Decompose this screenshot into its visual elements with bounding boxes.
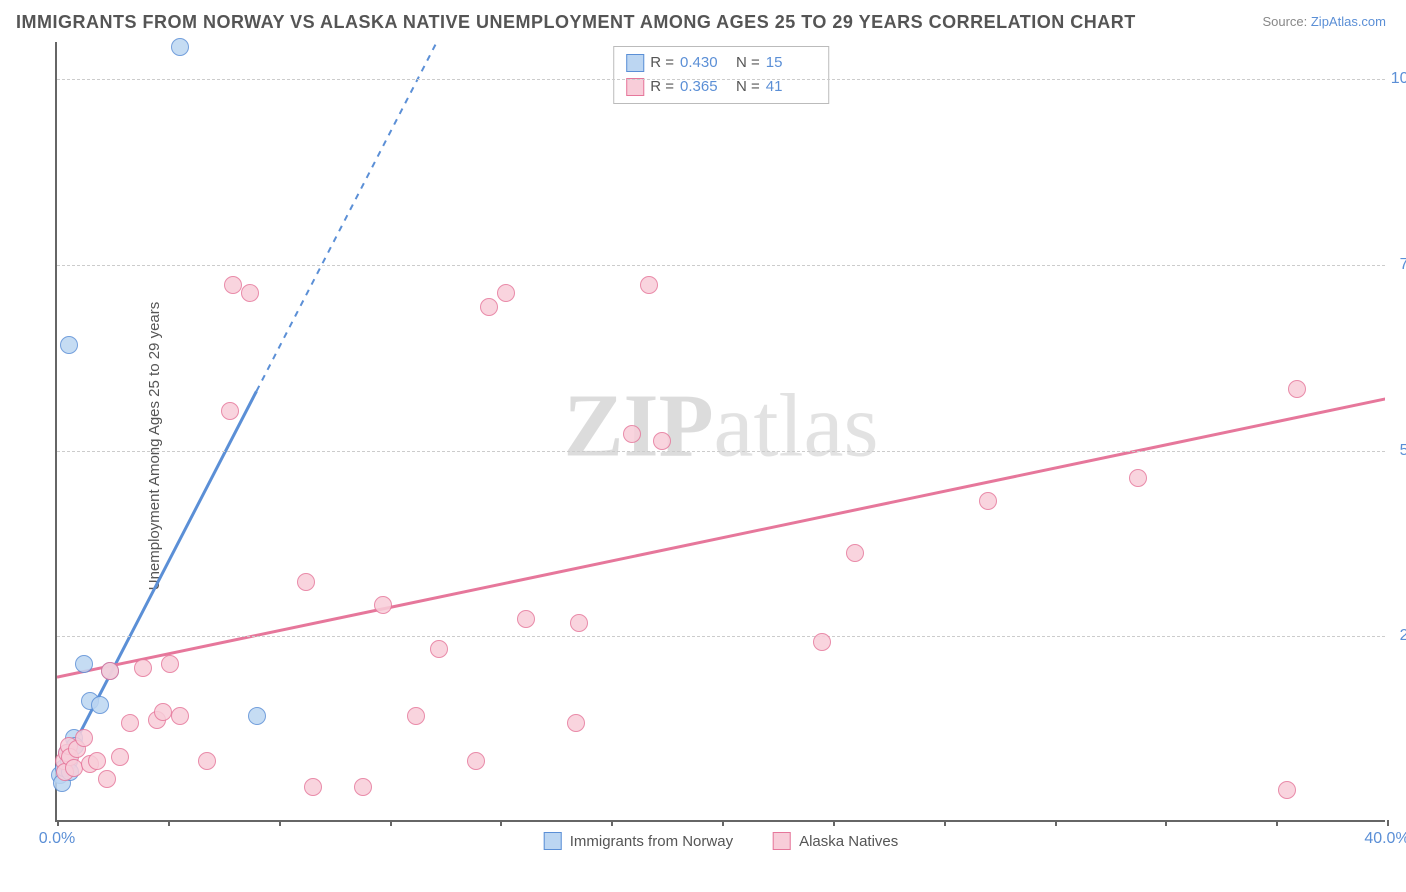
scatter-point: [91, 696, 109, 714]
chart-title: IMMIGRANTS FROM NORWAY VS ALASKA NATIVE …: [16, 12, 1136, 33]
stat-n-label: N =: [736, 51, 760, 75]
scatter-point: [407, 707, 425, 725]
y-tick-label: 100.0%: [1391, 70, 1406, 88]
legend-swatch-icon: [773, 832, 791, 850]
scatter-point: [813, 633, 831, 651]
scatter-point: [154, 703, 172, 721]
scatter-point: [1278, 781, 1296, 799]
legend-swatch-icon: [626, 54, 644, 72]
plot-area: ZIPatlas R = 0.430 N = 15 R = 0.365 N = …: [55, 42, 1385, 822]
grid-line: [57, 451, 1385, 452]
x-tick-label: 0.0%: [39, 830, 75, 848]
legend-swatch-icon: [626, 78, 644, 96]
stats-row: R = 0.430 N = 15: [626, 51, 816, 75]
legend-item: Immigrants from Norway: [544, 832, 733, 850]
scatter-point: [98, 770, 116, 788]
scatter-point: [111, 748, 129, 766]
scatter-point: [75, 655, 93, 673]
x-tick: [279, 820, 281, 826]
scatter-point: [121, 714, 139, 732]
legend-label: Immigrants from Norway: [570, 833, 733, 850]
scatter-point: [517, 610, 535, 628]
stat-r-value: 0.430: [680, 51, 730, 75]
x-tick: [833, 820, 835, 826]
x-tick: [611, 820, 613, 826]
scatter-point: [248, 707, 266, 725]
grid-line: [57, 79, 1385, 80]
source-attribution: Source: ZipAtlas.com: [1262, 14, 1386, 29]
legend-item: Alaska Natives: [773, 832, 898, 850]
source-link[interactable]: ZipAtlas.com: [1311, 14, 1386, 29]
scatter-point: [480, 298, 498, 316]
scatter-point: [467, 752, 485, 770]
x-tick-label: 40.0%: [1364, 830, 1406, 848]
bottom-legend: Immigrants from Norway Alaska Natives: [544, 832, 899, 850]
legend-label: Alaska Natives: [799, 833, 898, 850]
scatter-point: [623, 425, 641, 443]
scatter-point: [374, 596, 392, 614]
scatter-point: [60, 336, 78, 354]
trend-line-extension: [257, 42, 437, 391]
scatter-point: [1288, 380, 1306, 398]
y-tick-label: 50.0%: [1400, 442, 1406, 460]
stat-n-value: 15: [766, 51, 816, 75]
grid-line: [57, 265, 1385, 266]
x-tick: [1055, 820, 1057, 826]
chart-container: IMMIGRANTS FROM NORWAY VS ALASKA NATIVE …: [0, 0, 1406, 892]
scatter-point: [65, 759, 83, 777]
x-tick: [57, 820, 59, 826]
scatter-point: [198, 752, 216, 770]
x-tick: [1387, 820, 1389, 826]
x-tick: [1165, 820, 1167, 826]
scatter-point: [567, 714, 585, 732]
x-tick: [1276, 820, 1278, 826]
scatter-point: [354, 778, 372, 796]
scatter-point: [241, 284, 259, 302]
grid-line: [57, 636, 1385, 637]
scatter-point: [297, 573, 315, 591]
legend-swatch-icon: [544, 832, 562, 850]
watermark-bold: ZIP: [564, 376, 714, 475]
x-tick: [390, 820, 392, 826]
scatter-point: [171, 38, 189, 56]
watermark: ZIPatlas: [564, 374, 879, 477]
trend-lines-layer: [57, 42, 1385, 820]
scatter-point: [134, 659, 152, 677]
stats-legend: R = 0.430 N = 15 R = 0.365 N = 41: [613, 46, 829, 104]
scatter-point: [1129, 469, 1147, 487]
scatter-point: [497, 284, 515, 302]
scatter-point: [846, 544, 864, 562]
y-tick-label: 25.0%: [1400, 627, 1406, 645]
scatter-point: [101, 662, 119, 680]
scatter-point: [430, 640, 448, 658]
scatter-point: [640, 276, 658, 294]
scatter-point: [75, 729, 93, 747]
x-tick: [500, 820, 502, 826]
source-prefix: Source:: [1262, 14, 1310, 29]
watermark-rest: atlas: [714, 376, 879, 475]
scatter-point: [88, 752, 106, 770]
scatter-point: [161, 655, 179, 673]
scatter-point: [221, 402, 239, 420]
x-tick: [722, 820, 724, 826]
scatter-point: [979, 492, 997, 510]
x-tick: [944, 820, 946, 826]
scatter-point: [224, 276, 242, 294]
y-tick-label: 75.0%: [1400, 256, 1406, 274]
scatter-point: [304, 778, 322, 796]
scatter-point: [570, 614, 588, 632]
scatter-point: [171, 707, 189, 725]
stat-r-label: R =: [650, 51, 674, 75]
x-tick: [168, 820, 170, 826]
scatter-point: [653, 432, 671, 450]
